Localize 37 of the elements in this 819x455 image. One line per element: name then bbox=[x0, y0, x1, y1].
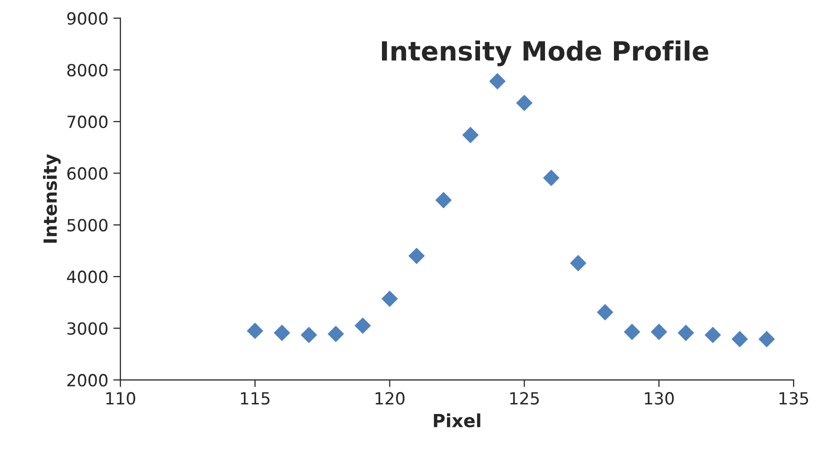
x-axis-title: Pixel bbox=[434, 413, 480, 428]
point bbox=[489, 73, 506, 90]
point bbox=[435, 192, 452, 208]
x-tick-label: 110 bbox=[106, 392, 136, 405]
point bbox=[328, 326, 344, 342]
point bbox=[543, 170, 560, 186]
point bbox=[354, 317, 371, 334]
point bbox=[678, 324, 694, 342]
y-tick-label: 7000 bbox=[68, 116, 108, 128]
point bbox=[381, 290, 398, 308]
y-tick-label: 3000 bbox=[67, 322, 108, 335]
x-tick-label: 125 bbox=[510, 392, 539, 405]
point bbox=[570, 254, 586, 272]
point bbox=[624, 324, 640, 340]
point bbox=[732, 330, 748, 348]
y-tick-label: 6000 bbox=[67, 167, 108, 180]
y-tick-label: 8000 bbox=[67, 64, 108, 76]
point bbox=[758, 330, 775, 348]
point bbox=[274, 324, 290, 342]
point bbox=[596, 304, 614, 320]
point bbox=[300, 326, 318, 344]
y-tick-label: 9000 bbox=[67, 12, 108, 25]
y-tick-label: 5000 bbox=[67, 218, 108, 232]
point bbox=[516, 94, 533, 112]
point bbox=[462, 126, 479, 144]
point bbox=[408, 248, 425, 264]
y-axis-title: Intensity bbox=[43, 154, 61, 243]
x-tick-label: 115 bbox=[240, 392, 270, 405]
y-tick-label: 4000 bbox=[66, 270, 108, 284]
point bbox=[246, 322, 264, 340]
x-tick-label: 130 bbox=[644, 392, 674, 405]
x-tick-label: 120 bbox=[376, 392, 404, 405]
y-tick-label: 2000 bbox=[67, 374, 108, 386]
point bbox=[650, 324, 668, 340]
x-tick-label: 135 bbox=[780, 392, 808, 405]
point bbox=[704, 326, 722, 344]
text: Intensity Mode Profile bbox=[382, 40, 708, 66]
